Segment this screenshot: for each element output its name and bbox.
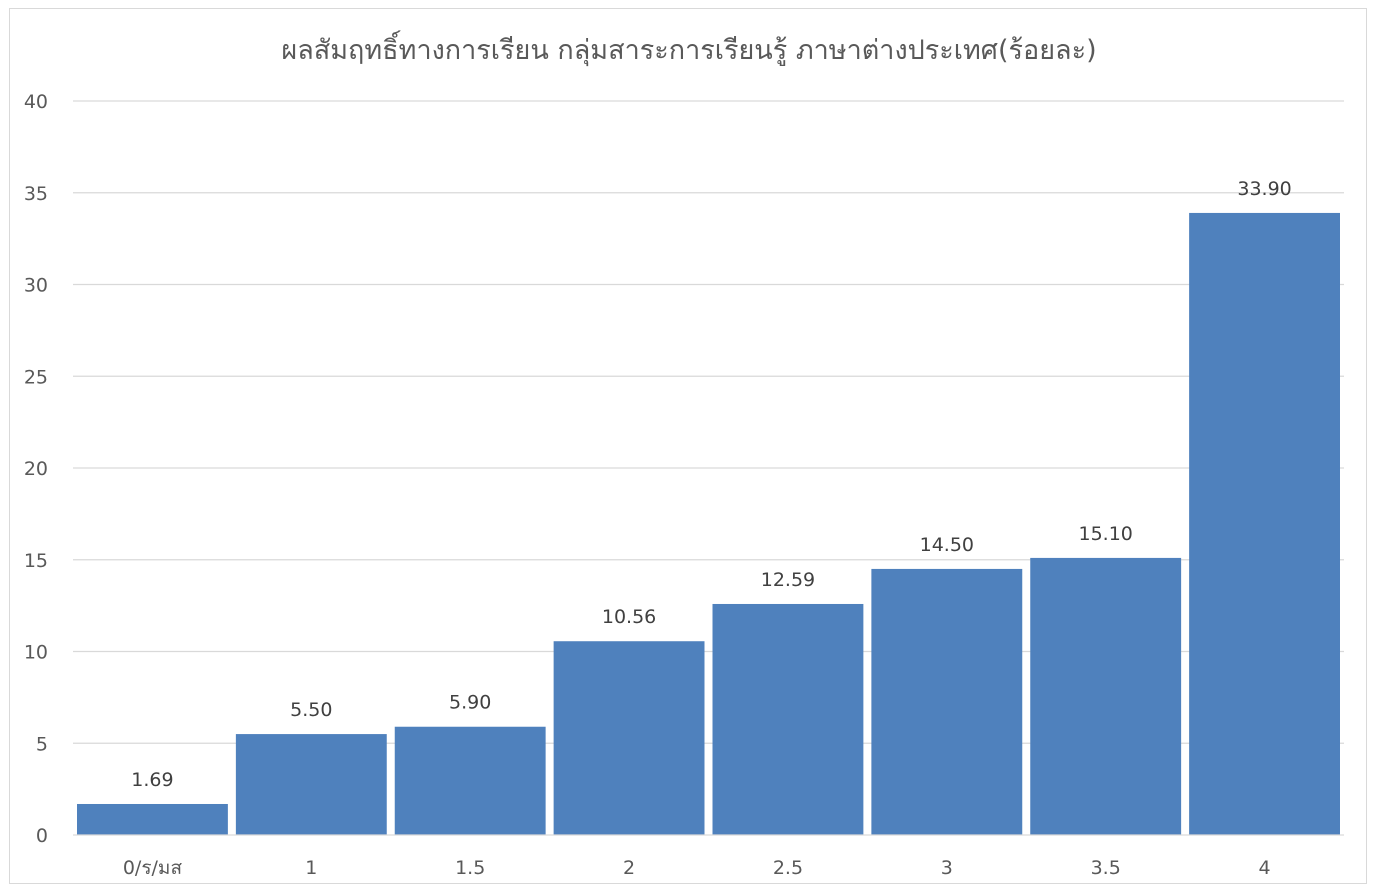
- x-axis-tick-labels: 0/ร/มส 1 1.5 2 2.5 3 3.5 4: [123, 857, 1271, 879]
- y-tick-label: 10: [24, 642, 48, 664]
- y-tick-label: 5: [36, 733, 48, 755]
- y-tick-label: 35: [24, 183, 48, 205]
- x-tick-label: 2: [623, 857, 635, 879]
- bar: [1189, 212, 1340, 835]
- bar: [553, 641, 705, 835]
- y-tick-label: 25: [24, 366, 48, 388]
- data-label: 10.56: [602, 606, 656, 628]
- x-tick-label: 2.5: [773, 857, 803, 879]
- bars: [77, 212, 1340, 835]
- x-tick-label: 4: [1259, 857, 1271, 879]
- data-label: 1.69: [131, 769, 173, 791]
- data-labels: 1.69 5.50 5.90 10.56 12.59 14.50 15.10 33.90: [131, 178, 1291, 791]
- data-label: 12.59: [761, 569, 815, 591]
- data-label: 5.50: [290, 699, 332, 721]
- x-tick-label: 3.5: [1091, 857, 1121, 879]
- y-tick-label: 40: [24, 91, 48, 113]
- bar: [235, 734, 387, 835]
- x-tick-label: 3: [941, 857, 953, 879]
- x-tick-label: 1: [305, 857, 317, 879]
- y-axis-tick-labels: 0 5 10 15 20 25 30 35 40: [24, 91, 48, 847]
- bar: [394, 726, 546, 835]
- data-label: 14.50: [920, 534, 974, 556]
- y-tick-label: 20: [24, 458, 48, 480]
- bar: [871, 568, 1023, 835]
- chart-title: ผลสัมฤทธิ์ทางการเรียน กลุ่มสาระการเรียนร…: [281, 30, 1096, 67]
- data-label: 5.90: [449, 692, 491, 714]
- x-tick-label: 1.5: [455, 857, 485, 879]
- y-tick-label: 0: [36, 825, 48, 847]
- data-label: 33.90: [1237, 178, 1291, 200]
- x-tick-label: 0/ร/มส: [123, 857, 183, 879]
- bar: [1030, 557, 1182, 835]
- y-tick-label: 15: [24, 550, 48, 572]
- y-tick-label: 30: [24, 275, 48, 297]
- bar: [712, 603, 864, 835]
- data-label: 15.10: [1078, 523, 1132, 545]
- bar: [77, 803, 228, 835]
